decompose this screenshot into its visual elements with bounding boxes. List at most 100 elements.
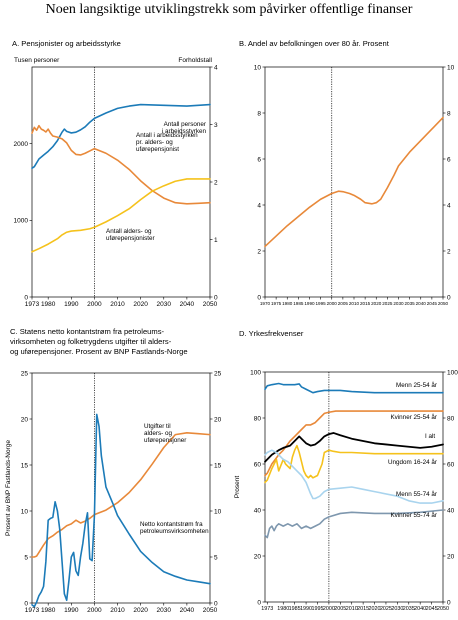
series-label-3-line: uførepensjonister: [106, 235, 155, 242]
y-left-tick-label: 10: [21, 508, 29, 515]
series-line-1: [264, 382, 444, 394]
x-tick-label: 2010: [349, 301, 360, 306]
x-tick-label: 1990: [300, 606, 312, 612]
series-line-5: [264, 449, 444, 504]
series-line-2: [31, 124, 211, 205]
y-right-tick-label: 6: [447, 156, 451, 163]
y-left-tick-label: 6: [257, 156, 261, 163]
chart-panel-d: D. YrkesfrekvenserProsent020406080100020…: [234, 329, 458, 612]
y-left-tick-label: 10: [254, 64, 262, 71]
y-left-tick-label: 1000: [14, 218, 29, 225]
x-tick-label: 1973: [261, 606, 273, 612]
series-label-2-line: Netto kontantstrøm fra: [140, 521, 203, 528]
series-label-1-line: alders- og: [144, 430, 172, 437]
series-label-2-line: Antall i arbeidsstyrken: [136, 132, 198, 139]
panel-c-y-title: Prosent av BNP Fastlands-Norge: [5, 440, 12, 536]
y-right-tick-label: 8: [447, 110, 451, 117]
series-line-2: [264, 410, 444, 477]
panel-a-frame: [31, 66, 211, 298]
x-tick-label: 1975: [271, 301, 282, 306]
x-tick-label: 2040: [414, 606, 426, 612]
y-right-tick-label: 10: [447, 64, 455, 71]
x-tick-label: 2040: [180, 301, 195, 308]
x-tick-label: 1990: [64, 301, 79, 308]
x-tick-label: 2040: [416, 301, 427, 306]
y-left-tick-label: 0: [257, 599, 261, 606]
x-tick-label: 2010: [346, 606, 358, 612]
y-right-tick-label: 0: [447, 294, 451, 301]
series-line-1: [264, 116, 444, 248]
page-title: Noen langsiktige utviklingstrekk som påv…: [45, 2, 413, 17]
series-label-6: Kvinner 55-74 år: [390, 511, 437, 519]
y-right-tick-label: 25: [214, 370, 222, 377]
y-left-tick-label: 4: [257, 202, 261, 209]
y-left-tick-label: 2: [257, 248, 261, 255]
series-label-1-line: Antall personer: [164, 121, 206, 128]
x-tick-label: 2045: [427, 301, 438, 306]
y-right-tick-label: 40: [447, 507, 455, 514]
series-line-3: [31, 178, 211, 253]
series-label-3-line: Antall alders- og: [106, 228, 152, 235]
series-label-2-line: uførepensjonist: [136, 146, 179, 153]
x-tick-label: 2035: [405, 301, 416, 306]
x-tick-label: 2030: [157, 607, 172, 614]
chart-panel-c: C. Statens netto kontantstrøm fra petrol…: [5, 327, 222, 614]
x-tick-label: 2035: [403, 606, 415, 612]
y-left-tick-label: 2000: [14, 141, 29, 148]
x-tick-label: 2050: [438, 301, 449, 306]
series-label-1: Menn 25-54 år: [396, 381, 437, 389]
y-left-tick-label: 0: [24, 294, 28, 301]
y-right-tick-label: 2: [447, 248, 451, 255]
x-tick-label: 1973: [25, 301, 40, 308]
x-tick-label: 2050: [437, 606, 449, 612]
x-tick-label: 2000: [87, 301, 102, 308]
panel-a-y-right-title: Forholdstall: [178, 57, 212, 64]
y-right-tick-label: 0: [214, 600, 218, 607]
series-line-1: [31, 432, 211, 558]
y-left-tick-label: 5: [24, 554, 28, 561]
x-tick-label: 2000: [327, 301, 338, 306]
y-right-tick-label: 20: [447, 553, 455, 560]
y-right-tick-label: 4: [214, 64, 218, 71]
series-label-1-line: uførepensjoner: [144, 437, 186, 444]
y-right-tick-label: 10: [214, 508, 222, 515]
panel-c-title-line: C. Statens netto kontantstrøm fra petrol…: [10, 327, 165, 336]
series-label-5: Menn 55-74 år: [396, 490, 437, 498]
series-label-1: Antall personer i arbeidsstyrken: [162, 121, 207, 135]
panel-d-y-title: Prosent: [234, 476, 241, 499]
y-right-tick-label: 4: [447, 202, 451, 209]
series-line-4: [264, 444, 444, 484]
series-label-3: Antall alders- og uførepensjonister: [106, 228, 155, 242]
y-left-tick-label: 40: [254, 507, 262, 514]
panel-c-title-line: og uførepensjoner. Prosent av BNP Fastla…: [10, 347, 188, 356]
x-tick-label: 2050: [203, 301, 218, 308]
x-tick-label: 1990: [64, 607, 79, 614]
series-label-2: Netto kontantstrøm fra petroleumsvirksomh…: [140, 521, 209, 535]
x-tick-label: 2020: [371, 301, 382, 306]
x-tick-label: 2005: [338, 301, 349, 306]
x-tick-label: 2030: [393, 301, 404, 306]
x-tick-label: 2030: [157, 301, 172, 308]
y-left-tick-label: 20: [254, 553, 262, 560]
x-tick-label: 2010: [110, 607, 125, 614]
y-right-tick-label: 100: [447, 369, 458, 376]
series-label-2-line: pr. alders- og: [136, 139, 173, 146]
x-tick-label: 2025: [382, 301, 393, 306]
series-line-6: [264, 509, 444, 539]
x-tick-label: 1985: [289, 606, 301, 612]
panel-a-y-left-title: Tusen personer: [14, 57, 60, 64]
series-label-1-line: Menn 25-54 år: [396, 381, 437, 389]
series-label-2: Antall i arbeidsstyrken pr. alders- og ufø…: [136, 132, 198, 153]
y-left-tick-label: 100: [250, 369, 261, 376]
series-label-2: Kvinner 25-54 år: [390, 413, 437, 421]
x-tick-label: 2000: [323, 606, 335, 612]
x-tick-label: 1985: [293, 301, 304, 306]
y-right-tick-label: 60: [447, 461, 455, 468]
x-tick-label: 1980: [41, 607, 56, 614]
y-left-tick-label: 60: [254, 461, 262, 468]
y-left-tick-label: 20: [21, 416, 29, 423]
series-label-2-line: petroleumsvirksomheten: [140, 528, 209, 535]
panel-d-frame: [264, 371, 444, 603]
x-tick-label: 2030: [391, 606, 403, 612]
series-label-4: Ungdom 16-24 år: [388, 458, 437, 466]
